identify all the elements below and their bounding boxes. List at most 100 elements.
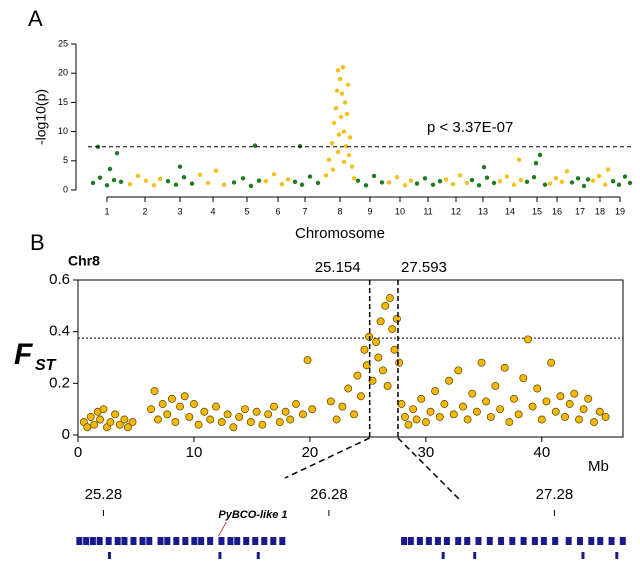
x-tick-label: 14: [505, 206, 515, 216]
point: [422, 176, 428, 181]
point: [173, 182, 179, 187]
point: [258, 420, 267, 429]
point: [610, 179, 616, 184]
point: [584, 394, 593, 403]
point: [341, 159, 347, 165]
point: [335, 149, 341, 155]
point: [547, 181, 553, 186]
point: [297, 144, 303, 149]
point: [537, 415, 546, 424]
point: [602, 182, 608, 187]
gene: [486, 537, 493, 545]
point: [528, 402, 537, 411]
gene: [473, 552, 477, 559]
point: [355, 178, 361, 183]
point: [533, 384, 542, 393]
point: [409, 405, 418, 414]
point: [590, 178, 596, 183]
point: [454, 366, 463, 375]
point: [231, 180, 237, 185]
point: [338, 402, 347, 411]
x-tick-label: 10: [395, 206, 405, 216]
point: [627, 180, 633, 186]
point: [531, 174, 537, 180]
point: [171, 418, 180, 427]
point: [401, 412, 409, 421]
point: [388, 325, 397, 334]
point: [343, 144, 349, 149]
point: [285, 177, 291, 182]
point: [334, 88, 340, 93]
point: [491, 180, 497, 186]
point: [97, 175, 103, 180]
x-axis-label: Mb: [588, 458, 609, 475]
point: [504, 174, 510, 179]
point: [90, 180, 96, 186]
point: [151, 183, 157, 188]
gene: [407, 537, 414, 545]
point: [180, 392, 189, 401]
x-tick-label: 15: [532, 206, 542, 216]
point: [510, 394, 518, 403]
point: [177, 164, 183, 169]
y-tick-label: 0: [62, 426, 70, 443]
point: [246, 418, 255, 427]
point: [616, 182, 622, 187]
point: [381, 301, 390, 310]
point: [417, 394, 426, 403]
point: [292, 400, 300, 408]
gene: [83, 537, 90, 545]
point: [299, 410, 307, 419]
point: [449, 410, 458, 419]
y-tick-label: 0.6: [49, 271, 70, 288]
point: [581, 183, 587, 189]
point: [344, 111, 350, 117]
point: [308, 405, 317, 414]
point: [500, 363, 509, 372]
zoom-line: [284, 437, 370, 479]
gene: [164, 537, 171, 545]
point: [147, 405, 156, 414]
gene: [441, 552, 445, 559]
gene: [89, 537, 96, 545]
point: [579, 405, 588, 414]
point: [128, 418, 137, 427]
point: [542, 182, 548, 187]
point: [414, 181, 420, 186]
x-tick-label: 16: [552, 206, 562, 216]
point: [344, 384, 353, 393]
point: [86, 412, 95, 421]
gene: [96, 537, 103, 545]
point: [346, 152, 352, 158]
x-tick-label: 11: [423, 206, 432, 216]
gene: [234, 537, 241, 545]
point: [605, 167, 611, 172]
gene: [552, 537, 559, 545]
point: [570, 389, 579, 398]
gene: [146, 537, 153, 545]
point: [469, 177, 475, 183]
point: [463, 415, 472, 424]
point: [397, 400, 406, 408]
point: [371, 173, 377, 179]
point: [213, 168, 219, 173]
point: [96, 415, 104, 424]
point: [437, 179, 443, 184]
point: [497, 179, 503, 184]
point: [127, 181, 133, 187]
point: [514, 410, 523, 419]
gene: [191, 537, 198, 545]
point: [167, 394, 176, 403]
y-tick-label: 20: [58, 68, 68, 78]
x-tick-label: 19: [615, 206, 625, 216]
point: [339, 91, 345, 96]
point: [217, 418, 226, 427]
point: [569, 180, 575, 185]
gene: [615, 552, 619, 559]
point: [194, 420, 203, 429]
point: [336, 132, 342, 137]
gene: [261, 537, 268, 545]
x-tick-label: 1: [104, 206, 109, 216]
point: [135, 173, 141, 179]
point: [472, 407, 481, 416]
